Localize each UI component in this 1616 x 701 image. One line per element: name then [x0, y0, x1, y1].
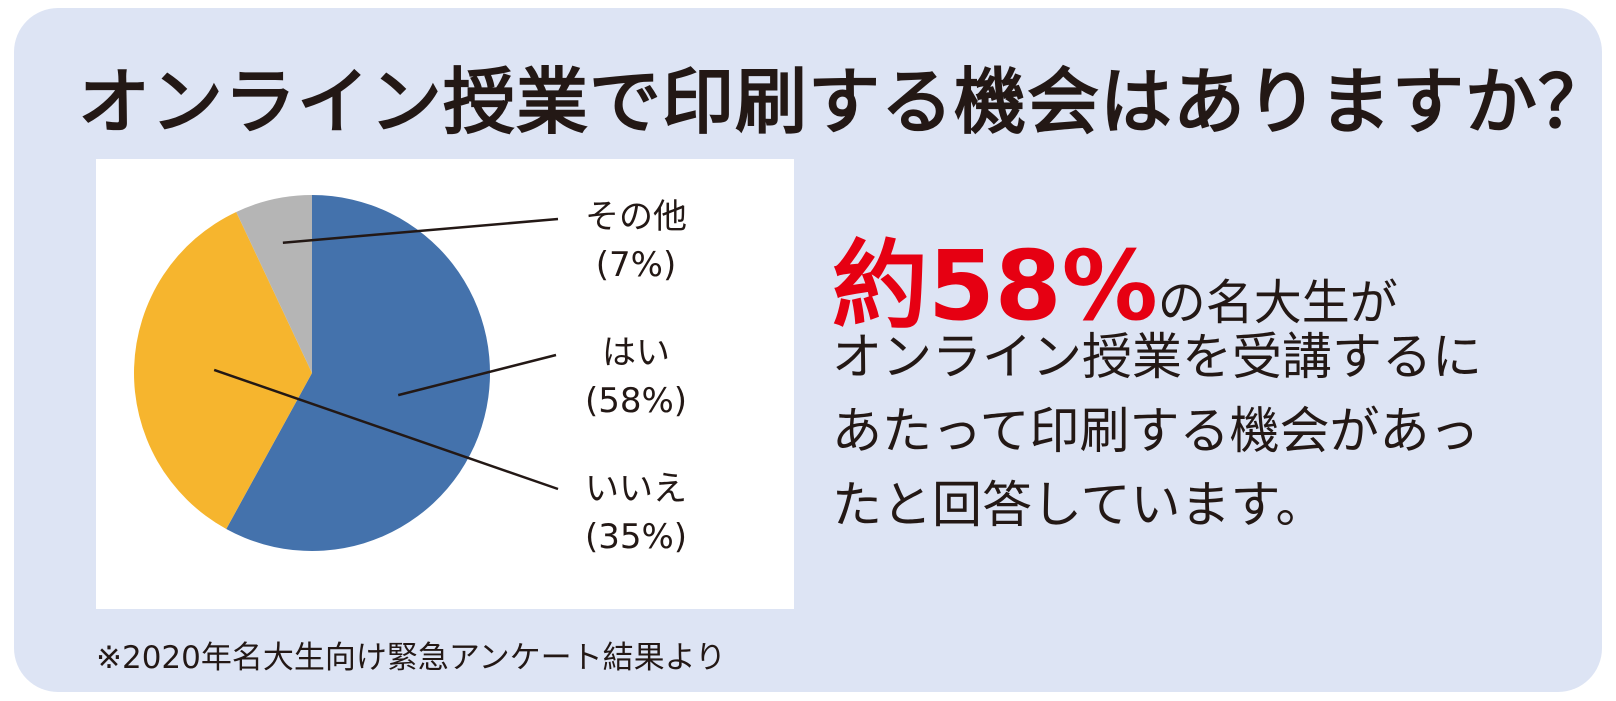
pie-chart: その他 (7%) はい (58%) いいえ (35%): [96, 159, 794, 609]
page-title: オンライン授業で印刷する機会はありますか？: [78, 60, 1612, 144]
summary-text: 約58%の名大生が オンライン授業を受講するに あたって印刷する機会があっ たと…: [832, 208, 1592, 542]
label-no: いいえ (35%): [556, 465, 716, 561]
label-other-pct: (7%): [595, 245, 677, 285]
label-no-name: いいえ: [585, 469, 687, 509]
label-yes: はい (58%): [556, 329, 716, 425]
pie-slice-no: [134, 211, 312, 529]
summary-highlight: 約58%: [832, 230, 1158, 342]
background-panel: オンライン授業で印刷する機会はありますか？ その他 (7%) はい (58%) …: [14, 8, 1612, 692]
pie-chart-svg: [134, 195, 559, 551]
leader-line-yes: [397, 353, 557, 397]
summary-body: オンライン授業を受講するに あたって印刷する機会があっ たと回答しています。: [832, 320, 1592, 542]
label-other-name: その他: [585, 197, 687, 237]
label-other: その他 (7%): [556, 193, 716, 289]
summary-line-1-rest: の名大生が: [1157, 275, 1398, 331]
label-no-pct: (35%): [584, 517, 688, 557]
summary-line-1: 約58%の名大生が: [832, 208, 1592, 342]
leader-line-no: [213, 368, 559, 491]
source-note: ※2020年名大生向け緊急アンケート結果より: [96, 640, 727, 676]
label-yes-pct: (58%): [584, 381, 688, 421]
pie-slice-yes: [226, 195, 490, 551]
summary-line-3: あたって印刷する機会があっ: [832, 402, 1480, 460]
leader-line-other: [282, 217, 559, 244]
summary-line-4: たと回答しています。: [832, 476, 1326, 534]
label-yes-name: はい: [602, 333, 670, 373]
summary-line-2: オンライン授業を受講するに: [832, 328, 1482, 386]
pie-slice-other: [236, 195, 312, 373]
